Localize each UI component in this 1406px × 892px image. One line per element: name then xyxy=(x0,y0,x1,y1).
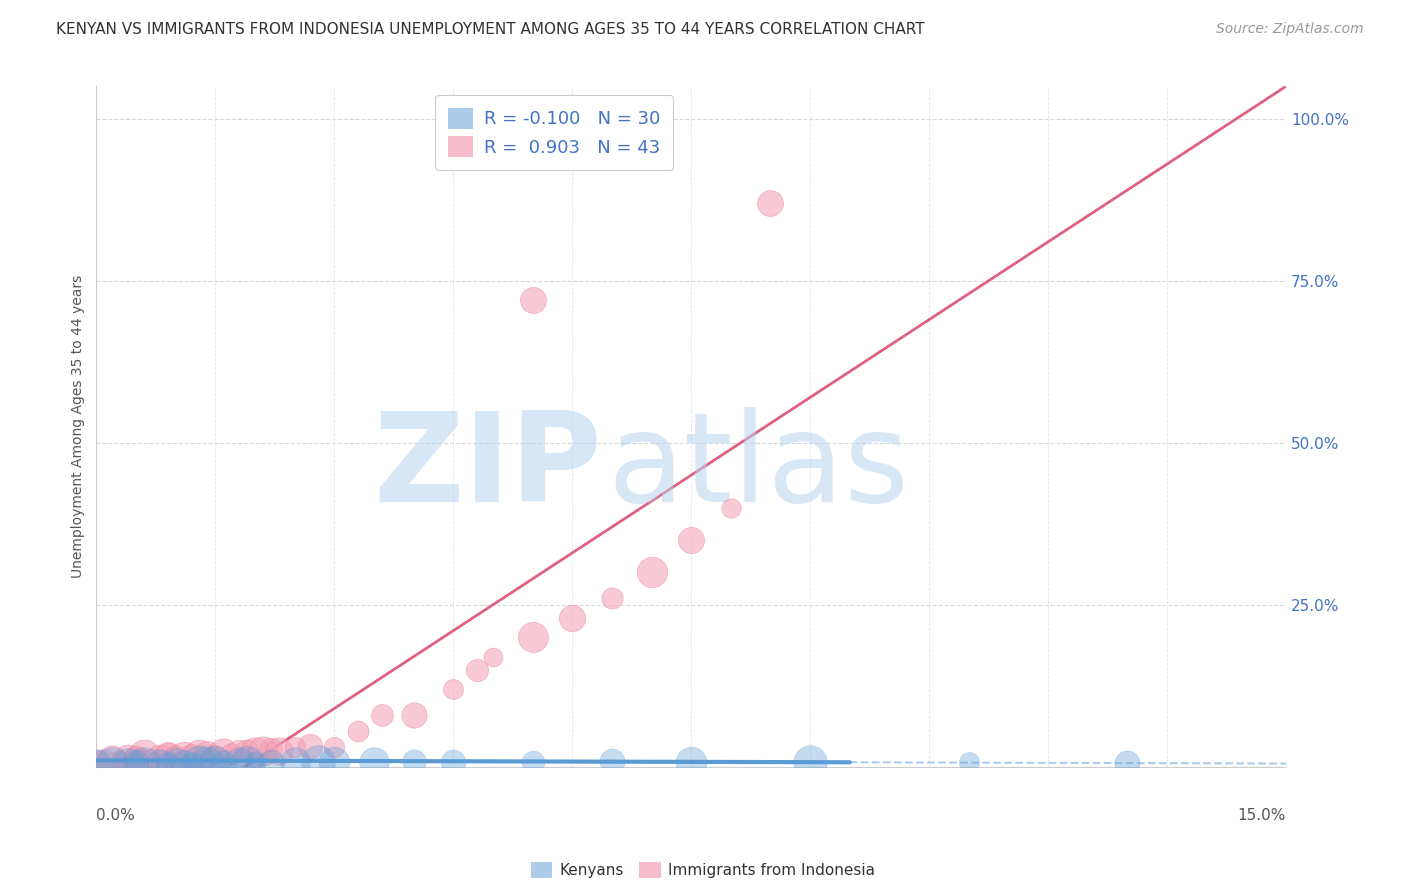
Point xyxy=(125,753,148,767)
Point xyxy=(600,754,623,768)
Point xyxy=(323,740,346,755)
Legend: Kenyans, Immigrants from Indonesia: Kenyans, Immigrants from Indonesia xyxy=(524,856,882,884)
Point xyxy=(180,749,202,764)
Point xyxy=(441,681,464,696)
Point xyxy=(156,750,179,764)
Point xyxy=(117,756,139,771)
Point xyxy=(243,756,266,770)
Point xyxy=(204,756,226,770)
Point xyxy=(363,756,385,770)
Point xyxy=(465,663,488,677)
Point xyxy=(108,753,131,767)
Point xyxy=(188,748,211,763)
Point xyxy=(402,754,425,768)
Point xyxy=(284,755,307,769)
Point xyxy=(173,756,195,770)
Text: ZIP: ZIP xyxy=(373,407,602,528)
Point xyxy=(522,293,544,308)
Point xyxy=(180,756,202,771)
Point xyxy=(522,630,544,644)
Point xyxy=(267,743,290,757)
Point xyxy=(236,755,259,769)
Point xyxy=(149,756,172,770)
Point xyxy=(284,740,307,755)
Point xyxy=(720,500,742,515)
Text: KENYAN VS IMMIGRANTS FROM INDONESIA UNEMPLOYMENT AMONG AGES 35 TO 44 YEARS CORRE: KENYAN VS IMMIGRANTS FROM INDONESIA UNEM… xyxy=(56,22,925,37)
Point xyxy=(86,756,108,771)
Text: Source: ZipAtlas.com: Source: ZipAtlas.com xyxy=(1216,22,1364,37)
Point xyxy=(228,746,250,760)
Point xyxy=(173,750,195,764)
Point xyxy=(125,750,148,764)
Point xyxy=(117,752,139,766)
Text: atlas: atlas xyxy=(607,407,910,528)
Point xyxy=(93,755,115,769)
Point xyxy=(219,747,242,761)
Point xyxy=(204,748,226,763)
Point xyxy=(141,751,163,765)
Legend: R = -0.100   N = 30, R =  0.903   N = 43: R = -0.100 N = 30, R = 0.903 N = 43 xyxy=(436,95,673,169)
Point xyxy=(681,755,703,769)
Point xyxy=(243,745,266,759)
Point xyxy=(156,747,179,761)
Point xyxy=(101,756,124,770)
Point xyxy=(759,196,782,211)
Point xyxy=(212,746,235,760)
Point xyxy=(156,756,179,771)
Point xyxy=(1116,756,1139,770)
Text: 0.0%: 0.0% xyxy=(97,808,135,823)
Point xyxy=(252,743,274,757)
Point xyxy=(195,747,218,761)
Point xyxy=(600,591,623,606)
Point xyxy=(165,750,187,764)
Point xyxy=(195,756,218,770)
Point xyxy=(482,649,505,664)
Point xyxy=(212,756,235,771)
Point xyxy=(681,533,703,547)
Point xyxy=(402,708,425,723)
Point xyxy=(799,756,821,770)
Text: 15.0%: 15.0% xyxy=(1237,808,1286,823)
Point xyxy=(188,755,211,769)
Point xyxy=(957,755,980,769)
Point xyxy=(640,566,662,580)
Point xyxy=(260,756,283,770)
Point xyxy=(299,739,322,753)
Point xyxy=(236,743,259,757)
Point xyxy=(441,755,464,769)
Y-axis label: Unemployment Among Ages 35 to 44 years: Unemployment Among Ages 35 to 44 years xyxy=(72,275,86,578)
Point xyxy=(132,752,155,766)
Point xyxy=(561,611,583,625)
Point xyxy=(132,748,155,763)
Point xyxy=(132,756,155,771)
Point xyxy=(165,756,187,770)
Point xyxy=(307,756,329,770)
Point xyxy=(522,756,544,770)
Point xyxy=(149,752,172,766)
Point xyxy=(323,755,346,769)
Point xyxy=(101,753,124,767)
Point xyxy=(228,756,250,770)
Point xyxy=(86,756,108,771)
Point xyxy=(125,756,148,770)
Point xyxy=(371,708,394,723)
Point xyxy=(260,741,283,756)
Point xyxy=(347,724,370,739)
